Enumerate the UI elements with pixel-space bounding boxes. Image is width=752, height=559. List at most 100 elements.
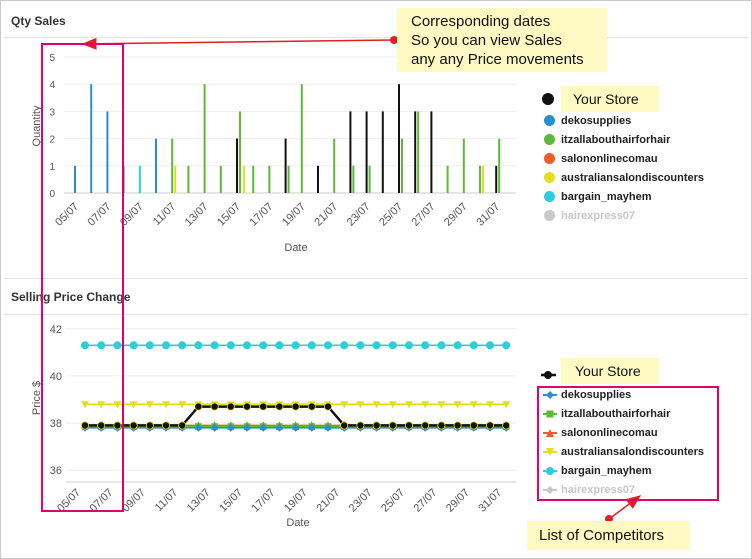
point-marker (421, 421, 430, 430)
qty-bar (368, 165, 371, 193)
dates-callout-line1: Corresponding dates (411, 13, 551, 30)
point-marker (291, 423, 300, 432)
point-marker (340, 421, 349, 430)
legend-item-itzallabouthairforhair[interactable]: itzallabouthairforhair (543, 404, 704, 423)
y-tick-label: 40 (50, 371, 62, 383)
point-marker (259, 423, 268, 432)
point-marker (437, 341, 446, 350)
legend-item-australiansalondiscounters[interactable]: australiansalondiscounters (543, 442, 704, 461)
point-marker (81, 341, 90, 350)
qty-bar (352, 165, 355, 193)
point-marker (97, 421, 106, 430)
qty-bar (462, 138, 465, 193)
y-axis-title: Quantity (31, 105, 43, 146)
legend-item-salononlinecomau[interactable]: salononlinecomau (543, 149, 704, 168)
legend-item-australiansalondiscounters[interactable]: australiansalondiscounters (543, 168, 704, 187)
point-marker (502, 341, 511, 350)
point-marker (324, 423, 332, 432)
point-marker (226, 341, 235, 350)
y-tick-label: 5 (49, 53, 55, 64)
price-header-divider (4, 314, 748, 315)
legend-item-dekosupplies[interactable]: dekosupplies (543, 111, 704, 130)
x-tick-label: 13/07 (185, 487, 213, 515)
price-change-title: Selling Price Change (11, 290, 131, 304)
point-marker (453, 341, 462, 350)
qty-bar (287, 165, 290, 193)
qty-bar (446, 165, 449, 193)
legend-marker-dot-icon (543, 114, 557, 127)
point-marker (340, 401, 349, 409)
qty-bar (498, 138, 501, 193)
point-marker (291, 402, 300, 411)
point-marker (129, 421, 138, 430)
qty-bar (252, 165, 255, 193)
qty-bar (495, 165, 498, 193)
point-marker (178, 341, 187, 350)
legend-label: itzallabouthairforhair (561, 133, 671, 146)
legend-item-bargain-mayhem[interactable]: bargain_mayhem (543, 187, 704, 206)
point-marker (388, 401, 397, 409)
legend-marker-triangle-icon (543, 428, 557, 437)
legend-item-salononlinecomau[interactable]: salononlinecomau (543, 423, 704, 442)
qty-header-divider (4, 37, 748, 38)
your-store-callout-top: Your Store (561, 86, 659, 112)
legend-item-bargain-mayhem[interactable]: bargain_mayhem (543, 461, 704, 480)
qty-bar (268, 165, 271, 193)
point-marker (178, 401, 187, 409)
qty-bar (106, 111, 109, 193)
legend-item-itzallabouthairforhair[interactable]: itzallabouthairforhair (543, 130, 704, 149)
x-tick-label: 31/07 (476, 487, 504, 515)
qty-bar (90, 84, 93, 193)
point-marker (485, 341, 494, 350)
qty-bar (317, 165, 319, 193)
qty-bar (236, 138, 238, 193)
qty-bar (482, 165, 484, 193)
point-marker (485, 421, 494, 430)
point-marker (372, 421, 381, 430)
your-store-dot-icon (542, 93, 554, 105)
point-marker (356, 421, 365, 430)
legend-marker-dot-icon (543, 190, 557, 203)
point-marker (210, 423, 219, 432)
legend-item-dekosupplies[interactable]: dekosupplies (543, 385, 704, 404)
point-marker (404, 341, 413, 350)
x-axis-title: Date (286, 517, 309, 529)
point-marker (453, 421, 462, 430)
legend-item-hairexpress07[interactable]: hairexpress07 (543, 206, 704, 225)
legend-item-hairexpress07[interactable]: hairexpress07 (543, 480, 704, 499)
y-tick-label: 38 (50, 418, 62, 430)
dates-highlight-box (41, 43, 124, 512)
point-marker (388, 421, 397, 430)
qty-bar (333, 138, 336, 193)
legend-label: bargain_mayhem (561, 464, 652, 477)
qty-bar (174, 165, 177, 193)
qty-bar (414, 111, 417, 193)
point-marker (437, 401, 446, 409)
point-marker (275, 402, 284, 411)
point-marker (113, 401, 122, 409)
x-tick-label: 15/07 (217, 487, 245, 515)
point-marker (259, 341, 268, 350)
price-series (81, 341, 511, 350)
qty-bar (155, 138, 157, 193)
panel-divider (4, 278, 748, 279)
qty-bar (284, 138, 287, 193)
point-marker (145, 341, 154, 350)
qty-bar (479, 165, 481, 193)
point-marker (226, 423, 235, 432)
point-marker (307, 402, 316, 411)
competitors-callout: List of Competitors (527, 521, 690, 550)
qty-bar (349, 111, 352, 193)
your-store-legend-markers (541, 93, 556, 379)
point-marker (421, 401, 430, 409)
point-marker (437, 421, 446, 430)
point-marker (97, 341, 106, 350)
qty-bar (203, 84, 206, 193)
point-marker (356, 341, 365, 350)
point-marker (145, 401, 154, 409)
legend-marker-dot-icon (543, 171, 557, 184)
point-marker (307, 423, 316, 432)
point-marker (372, 341, 381, 350)
y-tick-label: 2 (49, 135, 55, 146)
